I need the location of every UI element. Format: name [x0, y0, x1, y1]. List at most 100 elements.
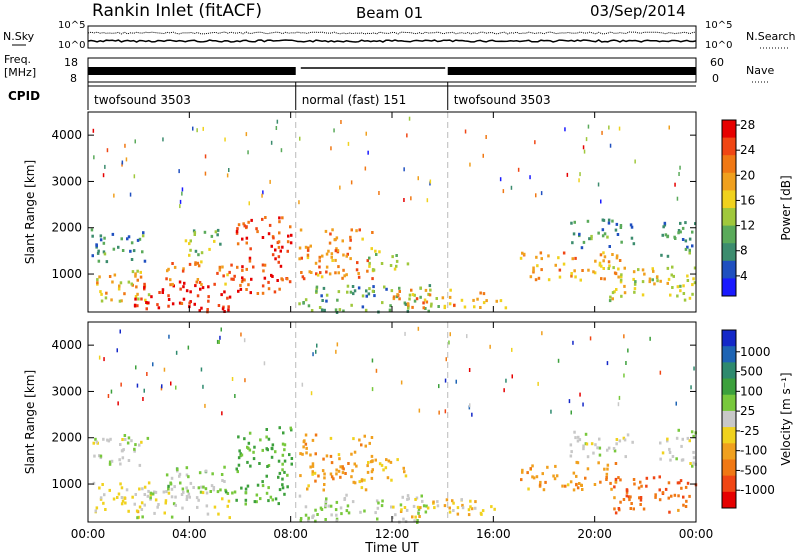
heatmap-cell [305, 446, 308, 450]
heatmap-cell [575, 474, 578, 478]
heatmap-cell [92, 481, 96, 485]
x-tick-label: 12:00 [375, 527, 410, 541]
heatmap-cell [135, 365, 137, 370]
heatmap-cell [534, 278, 538, 282]
heatmap-cell [666, 254, 670, 258]
heatmap-cell [120, 502, 124, 506]
heatmap-cell [461, 506, 465, 510]
heatmap-cell [652, 476, 656, 480]
heatmap-cell [603, 255, 607, 259]
heatmap-cell [426, 198, 429, 203]
heatmap-cell [619, 226, 623, 229]
heatmap-cell [445, 498, 449, 502]
heatmap-cell [547, 278, 551, 282]
heatmap-cell [138, 505, 142, 509]
heatmap-cell [680, 458, 684, 462]
heatmap-cell [676, 481, 680, 485]
heatmap-cell [605, 476, 608, 479]
heatmap-cell [418, 515, 421, 518]
heatmap-cell [691, 283, 694, 287]
heatmap-cell [637, 268, 640, 272]
heatmap-cell [388, 308, 392, 312]
colorbar-swatch [722, 260, 736, 279]
heatmap-cell [485, 135, 487, 139]
heatmap-cell [375, 499, 379, 503]
heatmap-cell [131, 270, 135, 274]
heatmap-cell [455, 379, 457, 384]
nsearch-tick-bottom: 10^0 [705, 40, 732, 51]
heatmap-cell [331, 259, 334, 262]
heatmap-cell [417, 511, 420, 515]
heatmap-cell [668, 447, 671, 451]
heatmap-cell [540, 268, 543, 272]
nsky-series [87, 39, 697, 43]
heatmap-cell [144, 298, 147, 302]
heatmap-cell [277, 245, 281, 249]
heatmap-cell [611, 219, 614, 223]
heatmap-cell [133, 174, 136, 179]
heatmap-cell [281, 453, 285, 457]
heatmap-cell [679, 230, 682, 234]
heatmap-cell [566, 483, 570, 487]
heatmap-cell [179, 204, 181, 209]
heatmap-cell [187, 345, 190, 350]
heatmap-cell [335, 472, 338, 476]
heatmap-cell [311, 464, 315, 468]
heatmap-cell [133, 502, 136, 506]
heatmap-cell [661, 233, 664, 237]
heatmap-cell [677, 229, 681, 232]
heatmap-cell [690, 430, 694, 434]
heatmap-cell [686, 481, 690, 485]
heatmap-cell [346, 290, 349, 294]
heatmap-cell [367, 292, 371, 296]
heatmap-cell [594, 259, 597, 263]
heatmap-cell [259, 497, 262, 501]
heatmap-cell [539, 480, 542, 484]
heatmap-cell [593, 271, 597, 275]
heatmap-cell [430, 302, 433, 306]
heatmap-cell [395, 254, 398, 257]
heatmap-cell [267, 437, 271, 441]
heatmap-cell [602, 251, 605, 255]
heatmap-cell [414, 515, 417, 519]
heatmap-cell [226, 296, 229, 300]
heatmap-cell [463, 305, 467, 309]
heatmap-cell [678, 481, 681, 485]
heatmap-cell [360, 486, 364, 490]
heatmap-cell [278, 287, 281, 291]
heatmap-cell [338, 457, 341, 461]
heatmap-cell [448, 510, 452, 514]
heatmap-cell [341, 276, 344, 280]
heatmap-cell [617, 402, 620, 407]
heatmap-cell [99, 238, 103, 242]
colorbar-tick-label: -100 [740, 444, 767, 458]
heatmap-cell [666, 234, 670, 238]
heatmap-cell [629, 507, 632, 510]
heatmap-cell [146, 436, 150, 440]
heatmap-cell [347, 141, 350, 146]
nsky-tick-bottom: 10^0 [58, 40, 85, 51]
heatmap-cell [220, 293, 223, 297]
heatmap-cell [574, 256, 577, 260]
heatmap-cell [590, 234, 593, 238]
heatmap-cell [112, 497, 116, 501]
heatmap-cell [425, 300, 429, 304]
heatmap-cell [357, 272, 360, 275]
heatmap-cell [237, 223, 241, 227]
heatmap-cell [107, 394, 110, 398]
heatmap-cell [608, 125, 610, 130]
heatmap-cell [673, 493, 677, 497]
heatmap-cell [261, 284, 265, 288]
heatmap-cell [299, 517, 303, 520]
heatmap-cell [322, 457, 325, 461]
heatmap-cell [178, 301, 182, 305]
heatmap-cell [614, 511, 618, 515]
heatmap-cell [623, 438, 627, 442]
heatmap-cell [493, 507, 496, 511]
heatmap-cell [265, 435, 268, 439]
heatmap-cell [149, 491, 153, 495]
heatmap-cell [311, 470, 314, 474]
heatmap-cell [186, 489, 189, 493]
heatmap-cell [361, 237, 364, 241]
heatmap-cell [629, 495, 632, 499]
